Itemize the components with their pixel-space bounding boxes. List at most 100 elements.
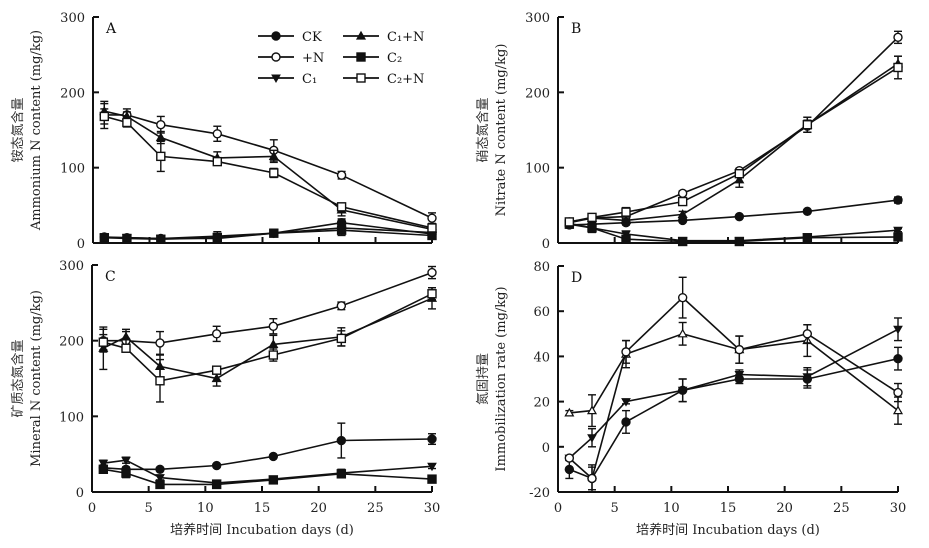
y-tick-label: 200 [59, 335, 84, 350]
marker-c1 [621, 398, 631, 407]
marker--n [211, 329, 222, 339]
marker-c2-n [893, 387, 903, 398]
legend-label: +N [302, 51, 324, 66]
marker-c2-n [269, 168, 279, 178]
marker-c2-n [212, 156, 223, 167]
marker--n [155, 338, 165, 348]
marker-c2-n [677, 292, 688, 303]
panel-label: C [105, 269, 116, 285]
y-tick-label: 300 [60, 11, 85, 26]
marker-c2-n [121, 343, 131, 353]
marker-c2-n [564, 453, 575, 463]
marker-c1 [587, 434, 597, 443]
marker-c1-n [155, 132, 166, 142]
marker-c2-n [427, 223, 437, 233]
series-c1-n [564, 55, 904, 227]
x-tick-label: 0 [554, 501, 562, 516]
marker-c2-n [155, 376, 165, 386]
series-line [569, 332, 899, 414]
marker-c2 [336, 469, 347, 479]
y-axis-title-cn: 矿质态氮含量 [10, 339, 26, 417]
y-tick-label: 80 [533, 260, 550, 275]
panel-b: 0 100 200 300 B 硝态氮含量 Nitrate N content (mg/kg… [475, 11, 904, 252]
series--n [99, 100, 437, 225]
marker-c2-n [621, 207, 631, 217]
x-tick-label: 15 [254, 501, 271, 516]
marker--n [268, 321, 279, 331]
x-axis-title: 培养时间 Incubation days (d) [636, 522, 820, 538]
marker-ck [155, 464, 165, 474]
marker-c1-n [211, 373, 222, 383]
series-c2 [99, 225, 437, 244]
marker-c2 [269, 228, 279, 238]
y-tick-label: 0 [542, 441, 550, 456]
series-line [569, 36, 899, 223]
legend-label: CK [302, 30, 322, 45]
marker-c2 [427, 474, 437, 484]
legend-item-c2n: C₂+N [343, 72, 424, 87]
marker--n [427, 267, 437, 278]
series-line [104, 114, 433, 219]
series-c1-n [99, 102, 438, 234]
y-tick-label: 200 [60, 86, 85, 101]
marker--n [336, 170, 347, 180]
series-c2-n [99, 108, 437, 233]
marker-c2 [734, 374, 745, 384]
legend-label: C₁ [302, 72, 317, 87]
marker-c2 [587, 223, 597, 233]
marker-c2-n [734, 168, 745, 179]
marker-c2-n [587, 212, 597, 223]
y-axis-title-cn: 硝态氮含量 [475, 97, 491, 162]
marker-c1 [427, 462, 437, 472]
legend-label: C₂+N [387, 72, 424, 87]
marker-c2 [427, 230, 437, 241]
marker-c2 [356, 52, 366, 62]
marker-c2-n [587, 473, 597, 484]
series-c2-n [564, 276, 903, 493]
series-line [103, 271, 433, 344]
marker-c2 [802, 374, 813, 384]
marker-c2 [677, 236, 688, 247]
series-ck [98, 422, 437, 474]
marker-c2 [621, 234, 631, 244]
x-tick-label: 5 [145, 501, 153, 516]
series-c1-n [564, 321, 904, 428]
marker--n [677, 188, 688, 198]
series-c2 [98, 464, 437, 490]
marker-c2-n [802, 329, 813, 339]
marker-c2-n [156, 151, 166, 162]
marker-c2 [893, 353, 903, 364]
y-tick-label: 0 [77, 237, 85, 252]
y-tick-label: 300 [525, 11, 550, 26]
panel-d: -20 0 20 40 60 80 0 5 10 15 20 25 30 D 氮固持量 Immobilizat… [476, 260, 906, 538]
marker--n [156, 120, 166, 130]
marker-c1 [893, 325, 903, 335]
legend-item-c1n: C₁+N [343, 30, 424, 45]
marker-c2-n [268, 350, 279, 360]
marker-c1 [98, 459, 109, 469]
panel-a: 0 100 200 300 A 铵态氮含量 Ammonium N content (mg/k… [10, 11, 438, 252]
y-tick-label: 100 [525, 162, 550, 177]
marker-c1 [271, 74, 281, 84]
y-tick-label: 60 [533, 305, 550, 320]
x-tick-label: 15 [720, 501, 737, 516]
marker-c2 [893, 232, 903, 242]
marker-c2-n [336, 202, 347, 212]
marker-ck [734, 211, 745, 222]
marker-c1-n [677, 209, 688, 218]
panel-c: 0 100 200 300 0 5 10 15 20 25 30 C 矿质态氮含量 Mineral N c… [10, 259, 440, 538]
marker-c1-n [620, 215, 632, 224]
legend-item-c2: C₂ [343, 51, 402, 66]
marker-c2 [155, 479, 165, 490]
marker-c1 [121, 456, 131, 466]
series-c2-n [98, 287, 437, 403]
x-tick-label: 0 [88, 501, 96, 516]
y-tick-label: 0 [76, 486, 84, 501]
marker-c2-n [564, 217, 575, 227]
x-tick-label: 5 [611, 501, 619, 516]
y-axis-title-cn: 氮固持量 [476, 353, 491, 405]
marker-c2 [802, 233, 813, 243]
series--n [564, 30, 903, 227]
series--n [98, 265, 437, 355]
